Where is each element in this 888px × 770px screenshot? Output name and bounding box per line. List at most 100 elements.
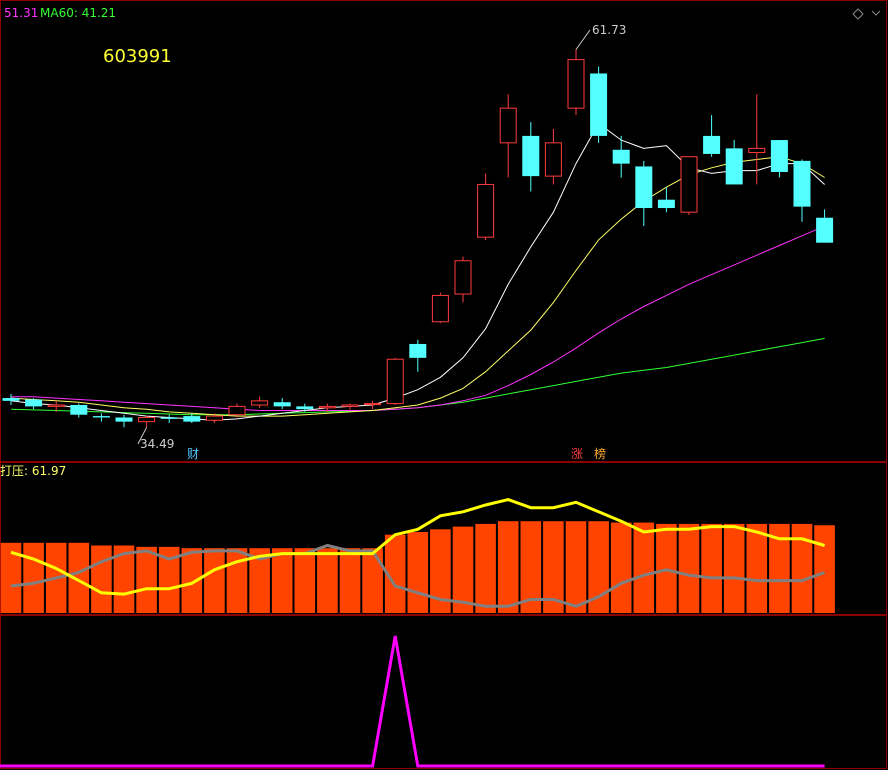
candle (92, 413, 110, 422)
candle (816, 209, 834, 243)
indicator-bar (226, 548, 248, 613)
candle-body-down (115, 417, 133, 422)
candle-body-down (657, 199, 675, 209)
candle (499, 94, 517, 178)
candle (205, 413, 223, 424)
candle (748, 94, 766, 185)
indicator-bar (407, 532, 429, 613)
candle (115, 414, 133, 428)
candle (364, 400, 382, 410)
indicator-bar (814, 525, 835, 613)
indicator-bar (0, 542, 22, 613)
marker-bang[interactable]: 榜 (594, 446, 606, 461)
indicator-bar (204, 548, 225, 613)
indicator-bar (678, 523, 700, 613)
indicator-bar (565, 521, 587, 613)
candle-body-down (92, 416, 110, 418)
sub1-panel-frame (0, 462, 887, 615)
indicator-bar (362, 548, 383, 613)
candle-body-down (160, 417, 178, 419)
candle (454, 256, 472, 303)
candle-body-up (318, 405, 336, 409)
chevron-down-icon[interactable] (871, 10, 881, 16)
candle (183, 413, 201, 424)
candle (160, 414, 178, 424)
candle-body-down (25, 399, 43, 407)
ma5-line (10, 122, 825, 421)
indicator-bar (610, 522, 632, 613)
yellow-indicator-line (10, 498, 826, 596)
ma-prev-value: 51.31 (4, 6, 38, 20)
candle-body-down (70, 405, 88, 415)
stock-code: 603991 (103, 46, 172, 67)
candle-body-up (364, 403, 382, 406)
low-pointer (137, 427, 148, 445)
indicator-bar (181, 548, 203, 613)
candle-body-up (138, 416, 156, 423)
candle-body-down (612, 149, 630, 164)
candle (25, 398, 43, 410)
candle (409, 339, 427, 372)
candle (544, 128, 562, 185)
candle-body-down (590, 73, 608, 136)
main-panel-frame (0, 0, 887, 462)
low-price-label: 34.49 (140, 437, 174, 451)
marker-zhang[interactable]: 涨 (571, 446, 583, 461)
candle (793, 159, 811, 222)
candle-body-up (748, 147, 766, 154)
indicator-bar (791, 523, 813, 613)
candle-body-up (386, 358, 404, 405)
candle-body-down (409, 343, 427, 358)
indicator-panel (0, 498, 835, 613)
high-price-label: 61.73 (592, 23, 626, 37)
candle-body-up (251, 400, 269, 406)
candle (2, 393, 20, 405)
candle (47, 400, 65, 412)
candle (635, 160, 653, 227)
indicator-bar (68, 542, 90, 613)
sub1-indicator-label: 打压: 61.97 (0, 464, 66, 478)
candle-body-up (454, 260, 472, 295)
sub2-panel-frame (0, 615, 887, 769)
indicator-bar (543, 521, 564, 613)
indicator-bar (384, 534, 406, 613)
candle-body-down (522, 135, 540, 177)
candle-body-up (431, 294, 449, 323)
candle (703, 115, 721, 157)
candle-body-down (273, 402, 291, 407)
ma60-value: MA60: 41.21 (40, 6, 116, 20)
marker-cai[interactable]: 财 (187, 447, 199, 461)
candle (431, 292, 449, 324)
indicator-bar (701, 523, 722, 613)
indicator-bar (339, 548, 361, 613)
candle-body-down (635, 166, 653, 209)
candle (725, 140, 743, 185)
candle-body-up (499, 107, 517, 144)
candle-body-down (793, 160, 811, 207)
indicator-bar (769, 523, 790, 613)
candle-body-down (703, 135, 721, 154)
indicator-bar (475, 523, 496, 613)
indicator-bar (588, 521, 609, 613)
indicator-bar (633, 522, 655, 613)
candle-body-up (205, 415, 223, 421)
candle-body-down (816, 217, 834, 243)
candle-body-down (725, 148, 743, 185)
diamond-icon[interactable] (852, 8, 864, 20)
candle (567, 49, 585, 116)
ma20-line (11, 225, 825, 411)
candle (612, 135, 630, 178)
candle-body-up (544, 142, 562, 177)
indicator-bar (23, 542, 44, 613)
signal-panel (0, 635, 825, 768)
candle (522, 122, 540, 192)
candle (228, 403, 246, 418)
candle (657, 187, 675, 213)
candle (273, 398, 291, 410)
indicator-bar (271, 548, 293, 613)
indicator-bar (723, 523, 745, 613)
indicator-bar (430, 529, 451, 613)
ma10-line (10, 156, 825, 417)
candle-body-up (47, 404, 65, 407)
